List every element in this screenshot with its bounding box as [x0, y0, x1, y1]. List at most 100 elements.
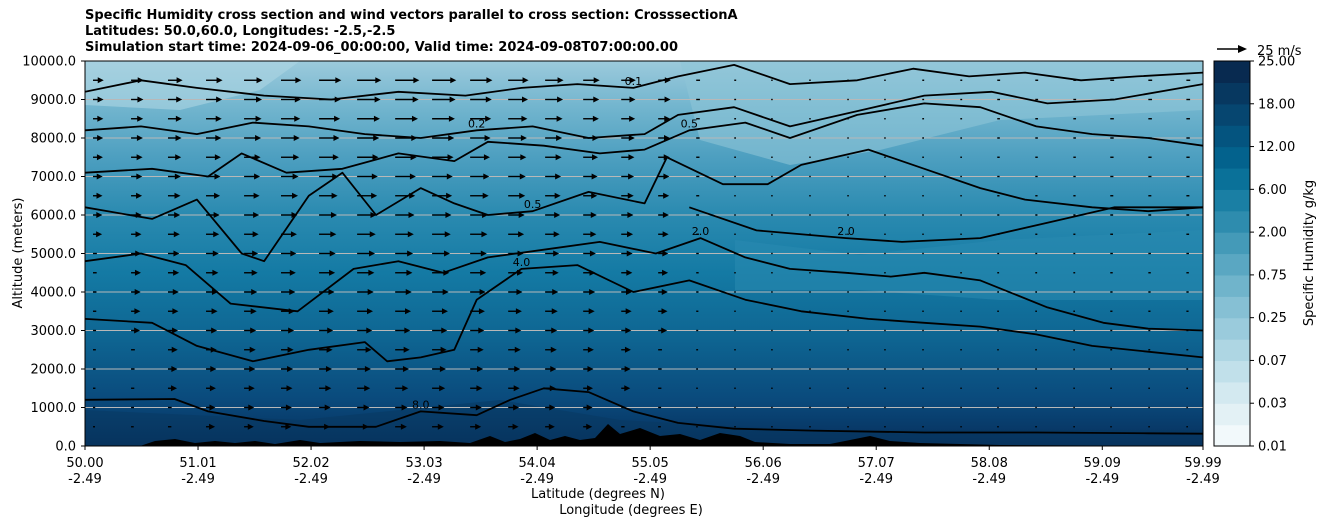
wind-vector-head	[552, 289, 559, 295]
wind-vector-head	[661, 308, 668, 315]
contour-label: 0.5	[524, 198, 542, 211]
wind-vector-head	[557, 96, 564, 103]
wind-vector-head	[411, 115, 418, 122]
wind-vector-head	[629, 115, 636, 122]
wind-vector-head	[364, 366, 371, 372]
wind-vector-head	[589, 289, 596, 295]
wind-vector-head	[253, 212, 260, 218]
wind-vector-head	[550, 366, 557, 372]
moist-region-upper-right	[735, 230, 1203, 300]
contour-line	[85, 83, 1203, 139]
wind-vector-head	[590, 212, 597, 218]
wind-vector-head	[439, 366, 446, 372]
wind-vector-head	[171, 385, 178, 392]
colorbar-swatch	[1214, 317, 1250, 340]
wind-vector-head	[514, 366, 521, 372]
wind-vector-head	[97, 96, 104, 103]
y-tick-label: 10000.0	[22, 55, 76, 70]
wind-vector-head	[250, 327, 257, 334]
wind-vector-head	[324, 404, 331, 411]
wind-vector-head	[335, 77, 342, 84]
wind-vector-head	[589, 250, 596, 257]
wind-vector-head	[628, 135, 635, 141]
wind-vector-head	[624, 366, 631, 372]
x-tick-label-longitude: -2.49	[746, 472, 780, 487]
wind-vector-head	[442, 289, 449, 295]
contour-lines: 8.04.02.02.00.50.50.20.1	[85, 64, 1203, 435]
wind-vector-head	[441, 327, 448, 334]
wind-vector-head	[486, 77, 493, 84]
wind-vector-head	[627, 212, 634, 218]
wind-vector-head	[522, 77, 529, 84]
wind-vector-head	[174, 192, 181, 199]
wind-vector-head	[554, 212, 561, 218]
wind-vector-head	[407, 231, 414, 238]
wind-vector-head	[373, 115, 380, 122]
wind-vector-head	[247, 423, 254, 430]
colorbar-swatch	[1214, 82, 1250, 105]
wind-vector-head	[411, 135, 418, 141]
wind-vector-head	[444, 231, 451, 238]
wind-vector-head	[485, 96, 492, 103]
wind-vector-head	[483, 154, 490, 161]
wind-vector-head	[328, 289, 335, 295]
gridlines	[85, 99, 1203, 408]
contour-label: 8.0	[412, 398, 430, 411]
wind-vector-head	[173, 269, 180, 276]
wind-vector-head	[331, 192, 338, 199]
wind-vector-head	[555, 154, 562, 161]
wind-vector-head	[176, 96, 183, 103]
wind-vector-head	[374, 96, 381, 103]
wind-vector-head	[334, 96, 341, 103]
wind-vector-head	[404, 327, 411, 334]
x-tick-label-longitude: -2.49	[520, 472, 554, 487]
y-tick-label: 0.0	[55, 440, 76, 455]
wind-vector-head	[176, 77, 183, 84]
wind-vector-head	[214, 154, 221, 161]
wind-vector-head	[515, 327, 522, 334]
colorbar-tick-label: 0.25	[1258, 311, 1287, 326]
wind-vector-head	[370, 212, 377, 218]
contour-label: 4.0	[513, 256, 531, 269]
contour-line	[85, 237, 1203, 332]
colorbar-swatch	[1214, 103, 1250, 126]
wind-vector-head	[372, 154, 379, 161]
wind-vector-head	[255, 135, 262, 141]
wind-vector-head	[479, 289, 486, 295]
wind-vector-head	[294, 96, 301, 103]
wind-vector-head	[629, 77, 636, 84]
wind-vector-head	[292, 192, 299, 199]
wind-vector-head	[413, 77, 420, 84]
wind-vector-head	[591, 173, 598, 180]
wind-vector-head	[483, 173, 490, 180]
colorbar-swatch	[1214, 210, 1250, 233]
wind-vector-head	[624, 385, 631, 392]
wind-vector-head	[249, 346, 256, 353]
terrain	[85, 424, 1203, 446]
wind-vector-head	[211, 327, 218, 334]
wind-vector-head	[588, 327, 595, 334]
wind-vector-head	[443, 269, 450, 276]
colorbar-swatch	[1214, 125, 1250, 148]
wind-vector-head	[408, 212, 415, 218]
wind-vector-head	[210, 346, 217, 353]
wind-vector-head	[662, 231, 669, 238]
wind-vector-head	[137, 115, 144, 122]
wind-vector-head	[375, 77, 382, 84]
wind-vector-head	[368, 269, 375, 276]
wind-vector-head	[213, 212, 220, 218]
x-tick-label-latitude: 59.09	[1084, 456, 1121, 471]
wind-vector-head	[475, 423, 482, 430]
wind-vector-head	[136, 154, 143, 161]
wind-vector-head	[371, 173, 378, 180]
wind-vector-head	[136, 192, 143, 199]
wind-vector-head	[175, 135, 182, 141]
wind-vector-head	[475, 404, 482, 411]
colorbar-swatch	[1214, 167, 1250, 190]
wind-vector-head	[517, 250, 524, 257]
wind-vector-head	[661, 327, 668, 334]
wind-vector-head	[251, 269, 258, 276]
wind-vector-head	[172, 327, 179, 334]
wind-vector-head	[625, 308, 632, 315]
wind-vector-head	[97, 135, 104, 141]
